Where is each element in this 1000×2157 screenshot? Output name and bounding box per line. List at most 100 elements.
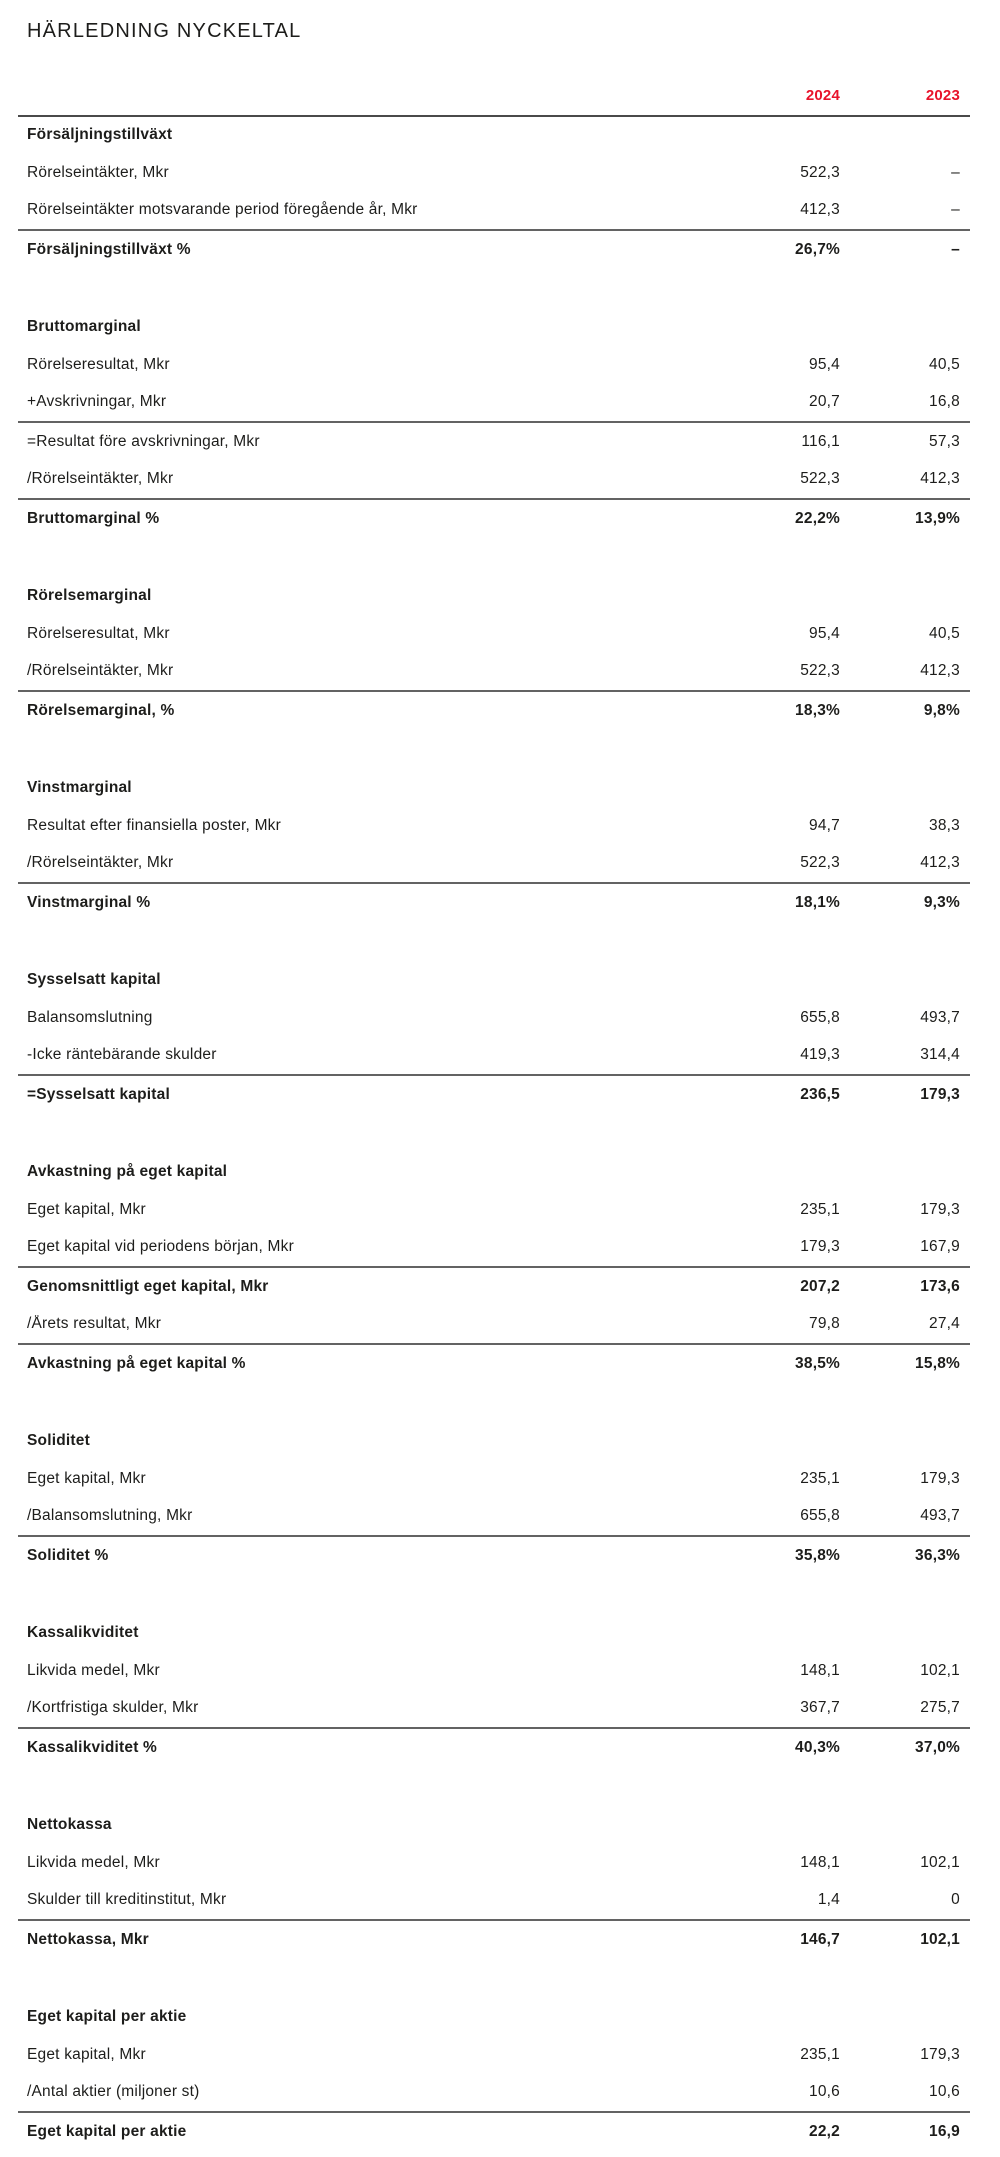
row-label: Försäljningstillväxt % bbox=[27, 240, 191, 258]
table-row: Likvida medel, Mkr 148,1 102,1 bbox=[18, 1844, 970, 1882]
header-rule bbox=[18, 114, 970, 117]
table-row: Kassalikviditet % 40,3% 37,0% bbox=[18, 1727, 970, 1767]
value-2023: 36,3% bbox=[915, 1546, 960, 1564]
row-label: /Balansomslutning, Mkr bbox=[27, 1507, 193, 1525]
section-heading-row: Bruttomarginal bbox=[18, 309, 970, 347]
value-2023: 167,9 bbox=[920, 1238, 960, 1256]
row-label: /Rörelseintäkter, Mkr bbox=[27, 470, 174, 488]
value-2023: 16,8 bbox=[929, 393, 960, 411]
value-2023: 412,3 bbox=[920, 662, 960, 680]
table-row: Soliditet % 35,8% 36,3% bbox=[18, 1535, 970, 1575]
section-heading-row: Soliditet bbox=[18, 1423, 970, 1461]
section-heading: Kassalikviditet bbox=[27, 1624, 139, 1642]
row-label: Eget kapital per aktie bbox=[27, 2122, 187, 2140]
value-2024: 179,3 bbox=[800, 1238, 840, 1256]
value-2024: 146,7 bbox=[800, 1930, 840, 1948]
table-row: Rörelseresultat, Mkr 95,4 40,5 bbox=[18, 346, 970, 384]
row-label: Skulder till kreditinstitut, Mkr bbox=[27, 1891, 227, 1909]
value-2023: 493,7 bbox=[920, 1507, 960, 1525]
row-label: Rörelseresultat, Mkr bbox=[27, 624, 170, 642]
value-2024: 412,3 bbox=[800, 201, 840, 219]
table-row: -Icke räntebärande skulder 419,3 314,4 bbox=[18, 1037, 970, 1075]
metric-section: Rörelsemarginal Rörelseresultat, Mkr 95,4 4… bbox=[18, 578, 970, 730]
metric-section: Eget kapital per aktie Eget kapital, Mkr 2… bbox=[18, 1999, 970, 2151]
section-heading-row: Sysselsatt kapital bbox=[18, 962, 970, 1000]
metric-section: Kassalikviditet Likvida medel, Mkr 148,1 10… bbox=[18, 1615, 970, 1767]
metric-section: Sysselsatt kapital Balansomslutning 655,8 4… bbox=[18, 962, 970, 1114]
value-2023: – bbox=[951, 201, 960, 219]
row-label: Nettokassa, Mkr bbox=[27, 1930, 149, 1948]
section-heading-row: Vinstmarginal bbox=[18, 770, 970, 808]
row-label: /Rörelseintäkter, Mkr bbox=[27, 854, 174, 872]
value-2024: 116,1 bbox=[801, 432, 840, 450]
row-label: /Rörelseintäkter, Mkr bbox=[27, 662, 174, 680]
value-2024: 148,1 bbox=[800, 1661, 840, 1679]
value-2024: 522,3 bbox=[800, 662, 840, 680]
table-row: Rörelseintäkter motsvarande period föreg… bbox=[18, 192, 970, 230]
value-2024: 79,8 bbox=[809, 1315, 840, 1333]
table-row: Eget kapital, Mkr 235,1 179,3 bbox=[18, 1460, 970, 1498]
metric-section: Soliditet Eget kapital, Mkr 235,1 179,3/Bal… bbox=[18, 1423, 970, 1575]
section-heading: Bruttomarginal bbox=[27, 318, 141, 336]
value-2023: 179,3 bbox=[920, 1469, 960, 1487]
value-2024: 235,1 bbox=[800, 2045, 840, 2063]
value-2024: 522,3 bbox=[800, 470, 840, 488]
value-2023: 16,9 bbox=[929, 2122, 960, 2140]
value-2023: 102,1 bbox=[920, 1930, 960, 1948]
table-row: /Rörelseintäkter, Mkr 522,3 412,3 bbox=[18, 845, 970, 883]
value-2023: 102,1 bbox=[920, 1853, 960, 1871]
row-label: Likvida medel, Mkr bbox=[27, 1853, 160, 1871]
value-2023: 0 bbox=[951, 1891, 960, 1909]
section-heading: Nettokassa bbox=[27, 1816, 112, 1834]
table-row: Rörelseintäkter, Mkr 522,3 – bbox=[18, 154, 970, 192]
section-heading-row: Kassalikviditet bbox=[18, 1615, 970, 1653]
value-2024: 235,1 bbox=[800, 1469, 840, 1487]
value-2023: 37,0% bbox=[915, 1738, 960, 1756]
section-heading-row: Nettokassa bbox=[18, 1807, 970, 1845]
section-heading-row: Rörelsemarginal bbox=[18, 578, 970, 616]
value-2023: 10,6 bbox=[929, 2083, 960, 2101]
value-2024: 148,1 bbox=[800, 1853, 840, 1871]
row-label: Resultat efter finansiella poster, Mkr bbox=[27, 816, 281, 834]
row-label: Soliditet % bbox=[27, 1546, 109, 1564]
value-2024: 35,8% bbox=[795, 1546, 840, 1564]
table-row: Genomsnittligt eget kapital, Mkr 207,2 173… bbox=[18, 1266, 970, 1306]
year-2024-label: 2024 bbox=[805, 87, 840, 105]
row-label: Rörelsemarginal, % bbox=[27, 701, 175, 719]
table-row: Rörelsemarginal, % 18,3% 9,8% bbox=[18, 690, 970, 730]
value-2023: 102,1 bbox=[920, 1661, 960, 1679]
row-label: Bruttomarginal % bbox=[27, 509, 160, 527]
value-2023: 275,7 bbox=[920, 1699, 960, 1717]
section-heading: Sysselsatt kapital bbox=[27, 971, 161, 989]
value-2024: 419,3 bbox=[800, 1046, 840, 1064]
table-row: Skulder till kreditinstitut, Mkr 1,4 0 bbox=[18, 1882, 970, 1920]
table-row: =Resultat före avskrivningar, Mkr 116,1 57… bbox=[18, 421, 970, 461]
year-2023-label: 2023 bbox=[925, 87, 960, 105]
years-header-row: 2024 2023 bbox=[18, 77, 970, 115]
table-row: Vinstmarginal % 18,1% 9,3% bbox=[18, 882, 970, 922]
section-heading: Vinstmarginal bbox=[27, 779, 132, 797]
value-2024: 18,3% bbox=[795, 701, 840, 719]
value-2024: 95,4 bbox=[809, 355, 840, 373]
table-row: Eget kapital, Mkr 235,1 179,3 bbox=[18, 1191, 970, 1229]
value-2023: 57,3 bbox=[929, 432, 960, 450]
metric-section: Avkastning på eget kapital Eget kapital, … bbox=[18, 1154, 970, 1383]
table-row: Resultat efter finansiella poster, Mkr 94… bbox=[18, 807, 970, 845]
row-label: Genomsnittligt eget kapital, Mkr bbox=[27, 1277, 269, 1295]
row-label: Eget kapital, Mkr bbox=[27, 1200, 146, 1218]
table-row: Bruttomarginal % 22,2% 13,9% bbox=[18, 498, 970, 538]
value-2023: 9,8% bbox=[923, 701, 960, 719]
row-label: Kassalikviditet % bbox=[27, 1738, 158, 1756]
value-2023: 40,5 bbox=[929, 624, 960, 642]
row-label: /Kortfristiga skulder, Mkr bbox=[27, 1699, 199, 1717]
value-2023: 179,3 bbox=[920, 2045, 960, 2063]
value-2023: – bbox=[951, 240, 960, 258]
value-2023: 412,3 bbox=[920, 854, 960, 872]
row-label: Balansomslutning bbox=[27, 1008, 153, 1026]
key-ratios-table: 2024 2023 Försäljningstillväxt Rörelseint… bbox=[18, 77, 970, 2151]
table-row: /Rörelseintäkter, Mkr 522,3 412,3 bbox=[18, 653, 970, 691]
metric-section: Bruttomarginal Rörelseresultat, Mkr 95,4 40… bbox=[18, 309, 970, 538]
table-row: Likvida medel, Mkr 148,1 102,1 bbox=[18, 1652, 970, 1690]
table-row: /Kortfristiga skulder, Mkr 367,7 275,7 bbox=[18, 1690, 970, 1728]
